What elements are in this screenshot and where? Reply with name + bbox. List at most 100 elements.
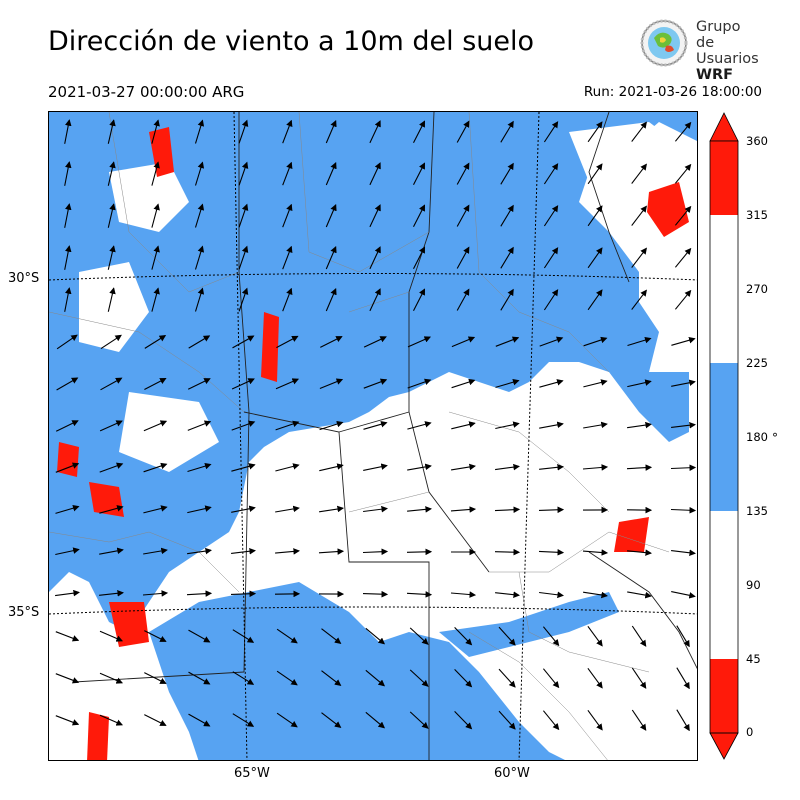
wind-arrow xyxy=(406,591,433,598)
wind-arrow xyxy=(627,591,652,599)
wind-arrow xyxy=(500,246,514,269)
wind-arrow xyxy=(676,667,690,690)
wind-arrow xyxy=(319,463,344,472)
cb-tick-0: 0 xyxy=(746,725,754,739)
wind-arrow xyxy=(674,247,692,268)
wind-arrow xyxy=(671,421,696,429)
wind-arrow xyxy=(542,626,560,647)
wind-arrow xyxy=(107,245,116,270)
wind-arrow xyxy=(319,378,344,390)
wind-arrow xyxy=(543,205,559,227)
wind-arrow xyxy=(238,203,249,228)
wind-arrow xyxy=(320,336,343,348)
cb-tick-225: 225 xyxy=(746,356,768,370)
wind-arrow xyxy=(500,204,514,227)
wind-arrow xyxy=(627,379,652,388)
wind-arrow xyxy=(539,591,564,599)
wind-arrow xyxy=(188,713,211,727)
wind-arrow xyxy=(413,204,426,227)
wind-arrow xyxy=(186,590,213,597)
wind-arrow xyxy=(142,590,169,597)
wind-arrow xyxy=(365,669,386,687)
wind-arrow xyxy=(500,120,514,143)
wind-arrow xyxy=(231,378,255,390)
wind-arrow xyxy=(413,288,426,311)
wind-arrow xyxy=(495,421,520,430)
wind-arrow xyxy=(363,336,387,348)
red-patch-8 xyxy=(87,712,109,760)
wind-arrow xyxy=(631,247,647,268)
wind-arrow xyxy=(55,462,80,473)
white-patch-2 xyxy=(79,262,149,352)
wind-arrow xyxy=(500,162,514,185)
wind-arrow xyxy=(365,627,386,645)
wind-arrow xyxy=(587,121,603,143)
wind-arrow xyxy=(539,464,564,471)
red-patch-4 xyxy=(89,482,124,517)
wind-arrow xyxy=(409,711,429,729)
wind-arrow xyxy=(282,161,293,186)
wind-arrow xyxy=(238,119,249,144)
wind-arrow xyxy=(144,335,167,349)
wind-arrow xyxy=(107,287,116,312)
wind-arrow xyxy=(583,379,608,388)
wind-arrow xyxy=(451,336,476,348)
wind-arrow xyxy=(583,591,608,599)
wind-arrow xyxy=(456,120,470,143)
wind-arrow xyxy=(538,506,565,514)
wind-arrow xyxy=(451,463,476,471)
wind-arrow xyxy=(627,549,652,556)
wind-arrow xyxy=(276,335,299,349)
wind-arrow xyxy=(238,287,249,312)
wind-arrow xyxy=(276,712,298,728)
wind-arrow xyxy=(363,505,388,513)
wind-arrow xyxy=(144,672,167,684)
wind-arrow xyxy=(143,547,168,555)
wind-arrow xyxy=(362,548,389,556)
wind-arrow xyxy=(587,625,603,647)
colorbar-svg xyxy=(709,112,739,760)
blue-region-north xyxy=(49,112,697,632)
wind-arrow xyxy=(187,420,212,431)
lon-label-60w: 60°W xyxy=(494,766,530,781)
wind-arrow xyxy=(369,120,381,144)
wind-arrow xyxy=(627,421,652,429)
wind-arrow xyxy=(671,549,696,557)
wind-arrow xyxy=(275,505,300,513)
wind-arrow xyxy=(587,709,603,731)
map-svg xyxy=(49,112,697,760)
cb-tick-90: 90 xyxy=(746,578,761,592)
lat-label-30s: 30°S xyxy=(8,271,40,286)
wind-arrow xyxy=(670,506,697,514)
cb-tick-270: 270 xyxy=(746,282,768,296)
wind-arrow xyxy=(407,421,432,430)
wind-arrow xyxy=(107,161,116,186)
wind-arrow xyxy=(55,589,80,597)
wind-arrow xyxy=(587,163,603,185)
wind-arrow xyxy=(325,287,337,312)
wind-arrow xyxy=(194,161,205,186)
wind-arrow xyxy=(232,335,255,349)
wind-arrow xyxy=(454,711,473,730)
wind-arrow xyxy=(64,287,72,312)
wind-arrow xyxy=(413,120,426,143)
wind-arrow xyxy=(321,712,342,728)
wind-arrow xyxy=(282,119,293,144)
wind-arrow xyxy=(55,420,79,432)
wind-arrow xyxy=(151,161,160,186)
wind-arrow xyxy=(583,336,608,347)
wind-arrow xyxy=(369,162,381,186)
wind-arrow xyxy=(674,289,692,310)
valid-time: 2021-03-27 00:00:00 ARG xyxy=(48,83,245,101)
wind-arrow xyxy=(539,336,564,347)
wind-arrow xyxy=(498,710,516,730)
wind-arrow xyxy=(187,462,212,473)
wind-arrow xyxy=(275,378,300,390)
wind-arrow xyxy=(498,668,516,688)
wind-arrow xyxy=(674,205,692,226)
wind-arrow xyxy=(325,203,337,228)
wind-arrow xyxy=(56,334,78,350)
wind-arrow xyxy=(100,377,123,391)
wind-arrow xyxy=(188,335,211,349)
cb-tick-135: 135 xyxy=(746,504,768,518)
